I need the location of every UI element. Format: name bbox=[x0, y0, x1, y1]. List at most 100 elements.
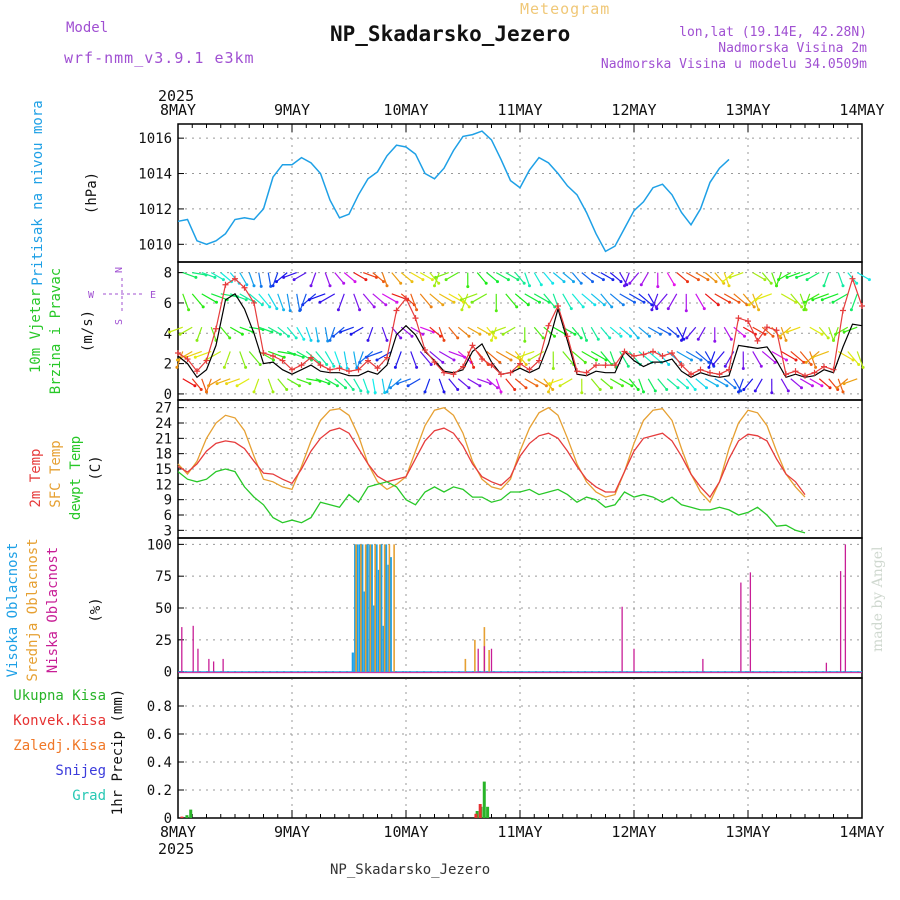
wind-arrow bbox=[850, 293, 858, 311]
wind-arrow bbox=[571, 293, 584, 308]
wind-arrow-head bbox=[867, 278, 871, 282]
wind-arrow-head bbox=[430, 278, 434, 282]
wind-arrow-head bbox=[366, 338, 370, 342]
wind-arrow bbox=[640, 272, 649, 285]
wind-arrow-head bbox=[841, 390, 845, 394]
wind-arrow-head bbox=[358, 308, 362, 312]
wind-arrow bbox=[628, 326, 639, 339]
wind-arrow-head bbox=[437, 281, 441, 285]
wind-arrow bbox=[239, 326, 254, 333]
wind-arrow-head bbox=[693, 388, 697, 391]
wind-arrow-head bbox=[175, 365, 179, 369]
wind-arrow-head bbox=[754, 298, 758, 302]
wind-gust-marker bbox=[783, 371, 789, 378]
wind-arrow-head bbox=[452, 300, 456, 304]
wind-arrow-head bbox=[747, 303, 751, 307]
wind-arrow-head bbox=[690, 358, 693, 362]
wind-arrow bbox=[828, 327, 835, 341]
compass-west: W bbox=[88, 290, 95, 301]
wind-arrow-head bbox=[547, 390, 550, 394]
pressure-line bbox=[177, 130, 730, 253]
xtick-label-top: 14MAY bbox=[839, 101, 884, 119]
wind-arrow bbox=[695, 378, 707, 389]
wind-arrow bbox=[809, 378, 823, 387]
wind-arrow bbox=[486, 272, 498, 283]
wind-arrow bbox=[394, 351, 402, 368]
wind-arrow-head bbox=[484, 281, 488, 285]
wind-arrow bbox=[676, 350, 692, 361]
panel-clouds: 0 25 50 75 100 bbox=[147, 537, 863, 681]
wind-arrow bbox=[600, 351, 613, 365]
wind-arrow-head bbox=[351, 388, 355, 391]
wind-arrow-head bbox=[857, 363, 861, 366]
wind-arrow bbox=[823, 272, 830, 287]
wind-arrow bbox=[210, 327, 217, 341]
wind-arrow-head bbox=[399, 336, 403, 340]
wind-arrow bbox=[600, 293, 613, 308]
wind-arrow bbox=[315, 351, 328, 365]
wind-arrow bbox=[476, 272, 487, 284]
wind-arrow-head bbox=[541, 336, 545, 340]
wind-arrow-head bbox=[282, 308, 286, 312]
wind-arrow bbox=[220, 272, 232, 283]
wind-arrow-head bbox=[245, 283, 249, 287]
wind-arrow bbox=[667, 293, 678, 309]
wind-arrow bbox=[761, 351, 776, 363]
wind-arrow bbox=[433, 272, 440, 287]
wind-arrow-head bbox=[705, 386, 708, 390]
wind-arrow-head bbox=[301, 355, 305, 359]
wind-arrow bbox=[590, 350, 607, 361]
xtick-label-top: 9MAY bbox=[274, 101, 310, 119]
elevation-label: Nadmorska Visina 2m bbox=[718, 41, 867, 56]
wind-arrow bbox=[343, 378, 354, 390]
wind-arrow-head bbox=[472, 365, 476, 369]
wind-arrow bbox=[461, 293, 478, 301]
wind-arrow bbox=[733, 293, 748, 306]
wind-arrow-head bbox=[741, 367, 745, 370]
wind-arrow bbox=[835, 326, 849, 335]
wind-arrow bbox=[723, 293, 740, 303]
wind-arrow bbox=[836, 378, 849, 389]
wind-gust-marker bbox=[650, 348, 656, 355]
wind-arrow-head bbox=[187, 308, 191, 312]
wind-arrow bbox=[609, 326, 622, 337]
wind-arrow-head bbox=[221, 278, 225, 282]
wind-arrow-head bbox=[456, 388, 460, 391]
wind-arrow bbox=[182, 272, 197, 278]
wind-gust-marker bbox=[612, 362, 618, 369]
wind-arrow bbox=[362, 293, 375, 308]
ytick-label: 0 bbox=[164, 665, 172, 681]
wind-arrow bbox=[182, 378, 196, 387]
wind-arrow bbox=[400, 272, 413, 283]
wind-arrow bbox=[559, 378, 573, 387]
wind-arrow-head bbox=[619, 334, 623, 338]
wind-arrow bbox=[356, 351, 364, 368]
wind-arrow-head bbox=[538, 300, 541, 304]
wind-arrow-head bbox=[282, 355, 286, 359]
xtick-label-bottom: 12MAY bbox=[611, 823, 656, 841]
wind-arrow-head bbox=[653, 389, 657, 393]
wind-arrow bbox=[779, 326, 792, 337]
sfc-temp-line bbox=[177, 406, 806, 504]
wind-arrow bbox=[771, 272, 778, 287]
wind-arrow-head bbox=[820, 384, 824, 388]
wind-arrow-head bbox=[841, 284, 845, 288]
total-precip-bar bbox=[185, 815, 189, 818]
wind-arrow-head bbox=[358, 360, 362, 364]
wind-gust-marker bbox=[545, 322, 552, 329]
wind-arrow-head bbox=[490, 338, 493, 342]
wind-arrow-head bbox=[642, 300, 646, 304]
wind-gust-marker bbox=[260, 349, 267, 356]
wind-arrow-head bbox=[707, 360, 711, 364]
legend-convective-precip: Konvek.Kisa bbox=[13, 713, 106, 729]
wind-arrow bbox=[400, 293, 415, 306]
wind-gust-marker bbox=[849, 275, 856, 282]
wind-arrow bbox=[410, 326, 424, 335]
wind-arrow-head bbox=[309, 284, 313, 288]
wind-arrow bbox=[547, 378, 554, 393]
ytick-label: 0.2 bbox=[147, 783, 172, 799]
wind-arrow-head bbox=[727, 284, 731, 288]
sfc-temp-title: SFC Temp bbox=[48, 440, 64, 507]
wind-gust-marker bbox=[536, 357, 542, 364]
wind-arrow bbox=[514, 351, 527, 365]
